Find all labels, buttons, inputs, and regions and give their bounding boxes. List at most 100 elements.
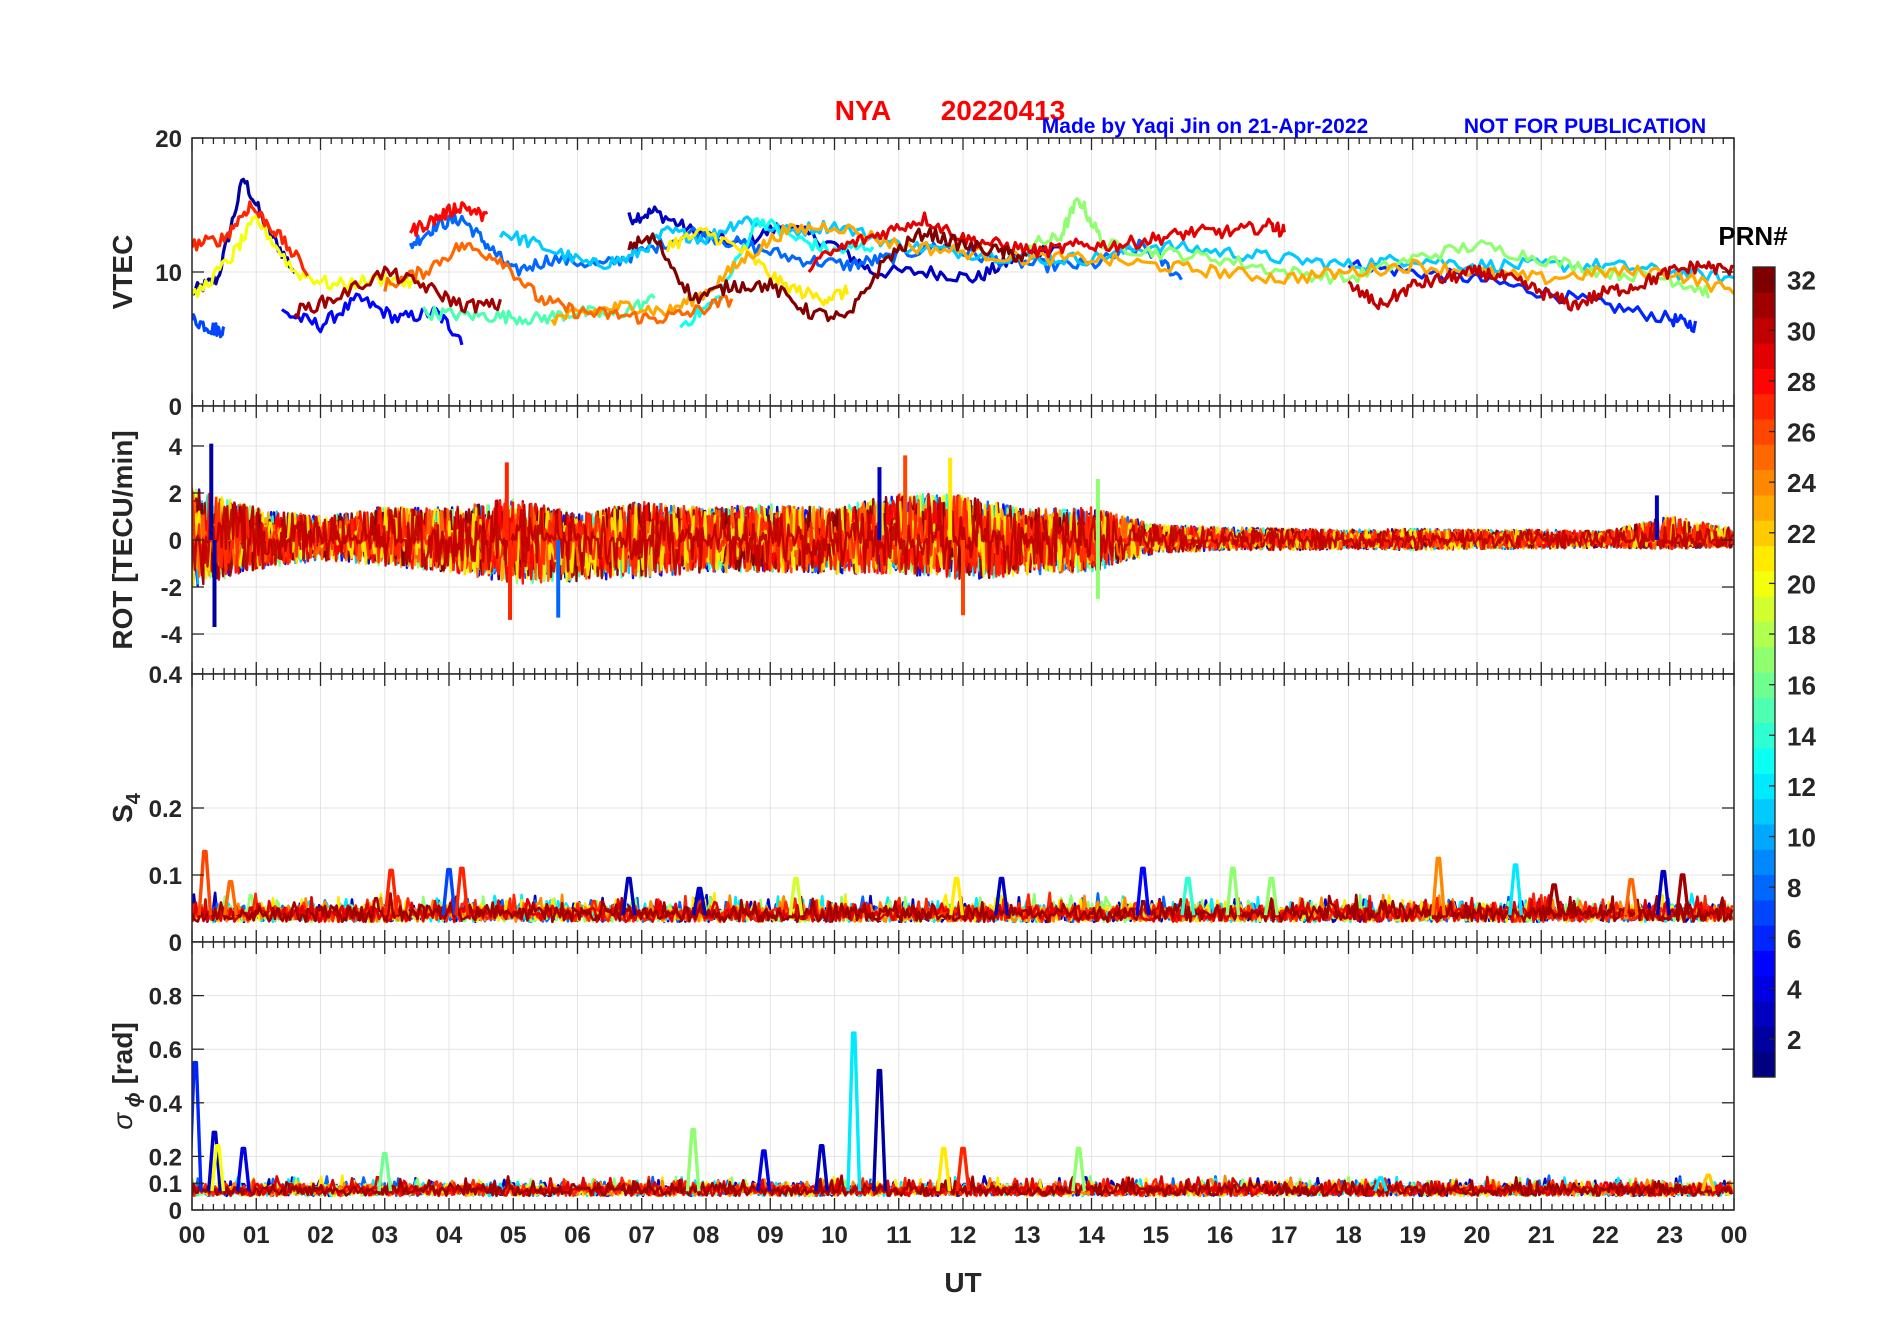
colorbar-cell-prn-19	[1753, 596, 1775, 622]
colorbar-tick-label: 10	[1787, 823, 1816, 853]
title-station: NYA	[835, 95, 892, 126]
colorbar-cell-prn-14	[1753, 722, 1775, 749]
s4-spike-prn-31	[1546, 883, 1562, 916]
x-ticks	[191, 406, 1735, 674]
x-ticks	[191, 674, 1735, 942]
x-tick-label: 23	[1656, 1222, 1683, 1249]
y-tick-label: 0.4	[149, 1091, 183, 1118]
colorbar-tick-label: 12	[1787, 772, 1816, 802]
y-axis-label: σ ϕ [rad]	[107, 1022, 145, 1130]
sigma_phi-spike-prn-20	[210, 1144, 226, 1192]
y-tick-label: 0	[169, 930, 182, 957]
s4-spike-prn-27	[454, 866, 470, 916]
x-tick-label: 01	[243, 1222, 270, 1249]
x-tick-label: 17	[1271, 1222, 1298, 1249]
s4-spike-prn-31	[1675, 873, 1691, 916]
x-tick-label: 11	[886, 1222, 911, 1249]
y-tick-label: 0.8	[149, 984, 182, 1011]
colorbar-cell-prn-30	[1753, 317, 1775, 344]
colorbar-cell-prn-8	[1753, 874, 1775, 901]
sigma_phi-spike-prn-12	[846, 1031, 862, 1192]
colorbar-tick-label: 20	[1787, 569, 1816, 599]
s4-spike-prn-12	[1508, 863, 1523, 916]
colorbar-cell-prn-4	[1753, 975, 1775, 1002]
x-tick-label: 15	[1142, 1222, 1169, 1249]
y-axis-label-unit: [rad]	[107, 1022, 138, 1092]
sigma_phi-spike-prn-17	[1071, 1146, 1087, 1192]
plot-area	[192, 849, 1734, 924]
x-tick-label: 22	[1592, 1222, 1619, 1249]
x-tick-label: 13	[1014, 1222, 1041, 1249]
colorbar-cell-prn-7	[1753, 899, 1775, 926]
sigma_phi-series-prn-31	[192, 1174, 1733, 1198]
colorbar-cell-prn-2	[1753, 1026, 1775, 1053]
colorbar-tick-label: 18	[1787, 620, 1816, 650]
y-axis-label: VTEC	[107, 235, 138, 310]
y-tick-label: 10	[155, 260, 182, 287]
s4-spike-prn-26	[197, 849, 213, 916]
s4-spike-prn-3	[692, 886, 708, 916]
sigma_phi-spike-prn-3	[814, 1144, 830, 1192]
x-tick-label: 14	[1078, 1222, 1105, 1249]
colorbar-cell-prn-24	[1753, 469, 1775, 496]
plot-title: NYA 20220413 Made by Yaqi Jin on 21-Apr-…	[835, 95, 1706, 138]
s4-spike-prn-17	[1225, 866, 1241, 916]
y-tick-label: 2	[169, 481, 182, 508]
x-tick-label: 10	[821, 1222, 848, 1249]
colorbar-tick-label: 6	[1787, 924, 1801, 954]
panel-vtec: 0 10 20 VTEC	[107, 126, 1735, 421]
vtec-series-prn-28	[409, 201, 489, 237]
y-tick-label: 0.2	[149, 796, 182, 823]
colorbar-cell-prn-16	[1753, 672, 1775, 698]
colorbar-frame	[1752, 266, 1776, 1078]
colorbar-cell-prn-18	[1753, 621, 1775, 648]
y-tick-label: 0.2	[149, 1144, 182, 1171]
s4-spike-prn-14	[1180, 876, 1196, 916]
y-tick-label: 0.1	[149, 863, 182, 890]
panel-s4: 0 0.1 0.2 0.4 S4	[107, 662, 1735, 957]
s4-spike-prn-7	[441, 867, 457, 916]
x-tick-label: 08	[693, 1222, 720, 1249]
y-axis-label: S4	[107, 792, 145, 823]
y-tick-label: 0.4	[149, 662, 183, 689]
y-tick-label: 0	[169, 528, 182, 555]
colorbar-tick-label: 16	[1787, 671, 1816, 701]
colorbar-cell-prn-3	[1753, 1001, 1775, 1027]
sigma_phi-spike-prn-2	[872, 1068, 887, 1192]
colorbar-cell-prn-17	[1753, 646, 1775, 673]
panel-rot: -4 -2 0 2 4 ROT [TECU/min]	[107, 405, 1735, 675]
x-tick-label: 12	[950, 1222, 977, 1249]
vtec-series-prn-27	[192, 200, 309, 277]
vtec-series-prn-3	[627, 205, 1060, 284]
x-tick-label: 07	[628, 1222, 655, 1249]
colorbar-tick-label: 22	[1787, 519, 1816, 549]
sigma_phi-spike-prn-4	[235, 1146, 251, 1192]
vtec-series-prn-32	[627, 227, 1029, 323]
colorbar-cell-prn-23	[1753, 494, 1775, 521]
vtec-series-prn-30	[1347, 260, 1734, 312]
s4-spike-prn-3	[1655, 869, 1671, 916]
colorbar-tick-label: 24	[1787, 468, 1816, 498]
colorbar-tick-label: 14	[1787, 721, 1816, 751]
s4-spike-prn-3	[994, 876, 1009, 916]
s4-spike-prn-19	[788, 876, 804, 916]
colorbar-cell-prn-15	[1753, 697, 1775, 724]
x-tick-label: 21	[1528, 1222, 1555, 1249]
x-tick-label: 18	[1335, 1222, 1362, 1249]
y-tick-label: 0	[169, 394, 182, 421]
y-tick-label: -2	[161, 575, 182, 602]
x-tick-label: 02	[307, 1222, 334, 1249]
colorbar-cell-prn-28	[1753, 368, 1775, 395]
vtec-series-prn-21	[665, 226, 849, 307]
colorbar-cell-prn-25	[1753, 444, 1775, 471]
y-tick-label: 0.1	[149, 1171, 182, 1198]
colorbar-cell-prn-31	[1753, 292, 1775, 319]
sigma_phi-spike-prn-3	[207, 1130, 222, 1192]
sigma_phi-spike-prn-21	[936, 1146, 952, 1192]
sigma_phi-spike-prn-16	[377, 1152, 393, 1192]
colorbar-cell-prn-13	[1753, 747, 1775, 774]
s4-spike-prn-24	[1431, 856, 1446, 916]
credit-note: Made by Yaqi Jin on 21-Apr-2022	[1042, 115, 1368, 138]
s4-spike-prn-5	[1135, 866, 1151, 916]
